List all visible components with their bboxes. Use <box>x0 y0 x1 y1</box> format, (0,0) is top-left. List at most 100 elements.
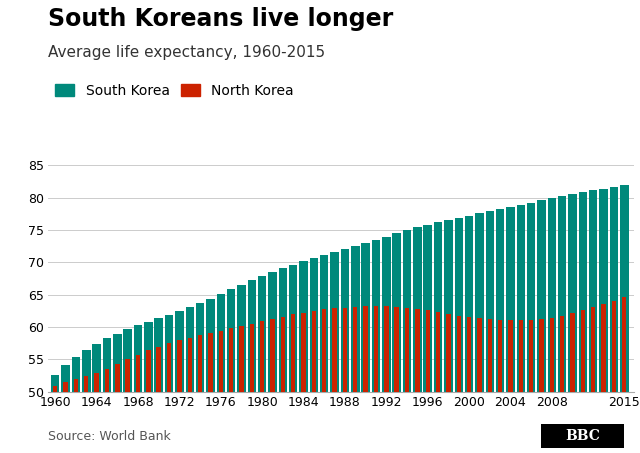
Bar <box>560 316 564 453</box>
Bar <box>477 318 482 453</box>
Bar <box>364 306 368 453</box>
Bar <box>415 309 420 453</box>
Bar <box>343 308 347 453</box>
Bar <box>580 310 585 453</box>
Bar <box>498 320 502 453</box>
Bar <box>591 307 595 453</box>
Bar <box>394 307 399 453</box>
Bar <box>589 190 598 453</box>
Bar <box>136 355 140 453</box>
Bar <box>115 364 120 453</box>
Bar <box>351 246 360 453</box>
Bar <box>436 312 440 453</box>
Bar <box>579 192 587 453</box>
Bar <box>488 319 492 453</box>
Bar <box>550 318 554 453</box>
Bar <box>444 220 452 453</box>
Bar <box>227 289 236 453</box>
Bar <box>312 311 316 453</box>
Bar <box>61 366 70 453</box>
Bar <box>465 216 474 453</box>
Bar <box>548 198 556 453</box>
Bar <box>278 268 287 453</box>
Bar <box>434 222 442 453</box>
Bar <box>239 326 244 453</box>
Bar <box>372 240 380 453</box>
Bar <box>413 227 422 453</box>
Bar <box>134 325 142 453</box>
Text: South Koreans live longer: South Koreans live longer <box>48 7 393 31</box>
Bar <box>362 243 370 453</box>
Bar <box>570 313 575 453</box>
Bar <box>610 187 618 453</box>
Bar <box>250 323 254 453</box>
Bar <box>229 328 234 453</box>
Bar <box>270 319 275 453</box>
Bar <box>63 382 68 453</box>
Bar <box>301 313 306 453</box>
Bar <box>392 233 401 453</box>
Bar <box>53 386 58 453</box>
Text: BBC: BBC <box>565 429 600 443</box>
Bar <box>486 211 494 453</box>
Bar <box>175 311 184 453</box>
Bar <box>196 303 204 453</box>
Bar <box>568 194 577 453</box>
Bar <box>125 360 130 453</box>
Bar <box>382 237 390 453</box>
Bar <box>612 301 616 453</box>
Bar <box>340 249 349 453</box>
Bar <box>51 376 60 453</box>
Bar <box>403 230 412 453</box>
Bar <box>74 379 78 453</box>
Bar <box>237 285 246 453</box>
Bar <box>208 333 212 453</box>
Bar <box>330 252 339 453</box>
Bar <box>103 338 111 453</box>
Bar <box>467 317 471 453</box>
Bar <box>475 213 484 453</box>
Bar <box>198 335 202 453</box>
Bar <box>540 319 544 453</box>
Bar <box>105 369 109 453</box>
Bar <box>167 343 172 453</box>
Bar <box>144 322 152 453</box>
Bar <box>310 258 318 453</box>
Bar <box>496 209 504 453</box>
Bar <box>82 350 90 453</box>
Bar <box>186 307 194 453</box>
Bar <box>258 276 266 453</box>
Bar <box>177 340 182 453</box>
Bar <box>146 351 150 453</box>
Bar <box>260 321 264 453</box>
Bar <box>165 315 173 453</box>
Bar <box>622 297 627 453</box>
Bar <box>72 357 80 453</box>
Bar <box>529 320 533 453</box>
Bar <box>353 307 358 453</box>
Text: Average life expectancy, 1960-2015: Average life expectancy, 1960-2015 <box>48 45 325 60</box>
Bar <box>558 196 566 453</box>
Bar <box>527 203 536 453</box>
Bar <box>322 309 326 453</box>
Bar <box>113 333 122 453</box>
Bar <box>537 200 546 453</box>
Bar <box>248 280 256 453</box>
Bar <box>95 373 99 453</box>
Bar <box>454 218 463 453</box>
Bar <box>124 329 132 453</box>
Bar <box>332 308 337 453</box>
Bar <box>154 318 163 453</box>
Bar <box>620 185 628 453</box>
Bar <box>599 188 608 453</box>
Bar <box>84 376 88 453</box>
Bar <box>206 299 214 453</box>
Bar <box>289 265 298 453</box>
Bar <box>405 308 409 453</box>
Text: Source: World Bank: Source: World Bank <box>48 430 171 443</box>
Bar <box>518 320 523 453</box>
Bar <box>506 207 515 453</box>
Bar <box>291 314 296 453</box>
Bar <box>456 316 461 453</box>
Bar <box>188 337 192 453</box>
